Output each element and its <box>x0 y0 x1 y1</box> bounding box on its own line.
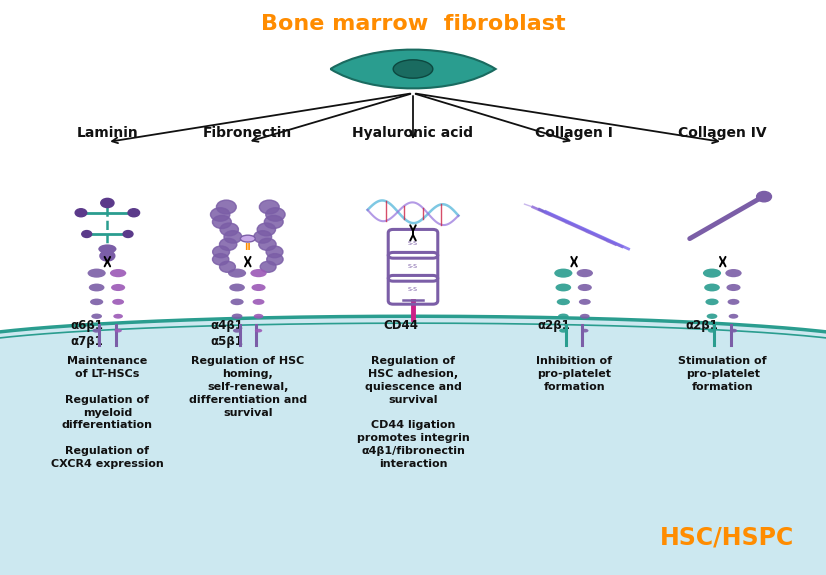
Ellipse shape <box>582 329 588 332</box>
Circle shape <box>254 231 272 243</box>
Circle shape <box>257 223 276 236</box>
Circle shape <box>266 246 283 258</box>
Ellipse shape <box>254 329 263 332</box>
Ellipse shape <box>88 269 106 278</box>
Text: Fibronectin: Fibronectin <box>203 126 292 140</box>
Ellipse shape <box>111 284 126 291</box>
Ellipse shape <box>705 298 719 305</box>
Circle shape <box>220 223 239 236</box>
Circle shape <box>266 208 285 221</box>
PathPatch shape <box>330 49 496 89</box>
Circle shape <box>224 231 242 243</box>
Ellipse shape <box>112 299 124 305</box>
Ellipse shape <box>230 298 244 305</box>
Ellipse shape <box>251 284 266 291</box>
Ellipse shape <box>729 314 738 319</box>
Ellipse shape <box>114 329 122 332</box>
Text: Collagen I: Collagen I <box>535 126 613 140</box>
Ellipse shape <box>229 283 244 292</box>
Ellipse shape <box>577 269 593 277</box>
Text: Collagen IV: Collagen IV <box>678 126 767 140</box>
Text: α4β1
α5β1: α4β1 α5β1 <box>211 319 244 348</box>
Text: α6β1
α7β1: α6β1 α7β1 <box>70 319 103 348</box>
Ellipse shape <box>254 314 263 319</box>
Text: Inhibition of
pro-platelet
formation: Inhibition of pro-platelet formation <box>536 356 612 392</box>
Ellipse shape <box>240 235 255 242</box>
Circle shape <box>212 246 230 258</box>
Circle shape <box>123 231 133 237</box>
Text: Stimulation of
pro-platelet
formation: Stimulation of pro-platelet formation <box>678 356 767 392</box>
Ellipse shape <box>728 299 739 305</box>
Text: Laminin: Laminin <box>77 126 138 140</box>
Text: Hyaluronic acid: Hyaluronic acid <box>353 126 473 140</box>
Circle shape <box>259 200 279 214</box>
Ellipse shape <box>98 244 116 254</box>
Ellipse shape <box>92 313 102 319</box>
Ellipse shape <box>558 313 569 319</box>
Text: HSC/HSPC: HSC/HSPC <box>660 525 794 549</box>
Ellipse shape <box>557 298 570 305</box>
Ellipse shape <box>93 328 101 333</box>
Circle shape <box>75 209 87 217</box>
Ellipse shape <box>89 283 104 292</box>
Ellipse shape <box>556 283 572 292</box>
Ellipse shape <box>704 283 719 292</box>
Circle shape <box>212 216 231 228</box>
Ellipse shape <box>579 299 591 305</box>
Circle shape <box>757 191 771 202</box>
Ellipse shape <box>250 269 267 277</box>
Circle shape <box>101 198 114 208</box>
Text: Regulation of
HSC adhesion,
quiescence and
survival

CD44 ligation
promotes inte: Regulation of HSC adhesion, quiescence a… <box>357 356 469 469</box>
Text: S-S: S-S <box>408 242 418 246</box>
Circle shape <box>216 200 236 214</box>
Text: α2β1: α2β1 <box>686 319 719 332</box>
Ellipse shape <box>110 269 126 277</box>
Circle shape <box>220 261 235 273</box>
Circle shape <box>220 238 237 251</box>
Circle shape <box>264 216 283 228</box>
Text: CD44: CD44 <box>383 319 418 332</box>
Circle shape <box>128 209 140 217</box>
Circle shape <box>211 208 230 221</box>
Ellipse shape <box>393 60 433 78</box>
Circle shape <box>260 261 276 273</box>
Text: Maintenance
of LT-HSCs

Regulation of
myeloid
differentiation

Regulation of
CXC: Maintenance of LT-HSCs Regulation of mye… <box>51 356 164 469</box>
Text: α2β1: α2β1 <box>537 319 570 332</box>
Ellipse shape <box>253 299 264 305</box>
Circle shape <box>259 238 276 251</box>
Circle shape <box>82 231 92 237</box>
Ellipse shape <box>730 329 738 332</box>
Ellipse shape <box>708 328 716 333</box>
Ellipse shape <box>90 298 103 305</box>
Ellipse shape <box>559 328 567 333</box>
Text: II: II <box>244 243 251 252</box>
Ellipse shape <box>228 269 246 278</box>
Text: Regulation of HSC
homing,
self-renewal,
differentiation and
survival: Regulation of HSC homing, self-renewal, … <box>188 356 307 417</box>
Circle shape <box>212 254 229 265</box>
Ellipse shape <box>577 284 592 291</box>
Text: S-S: S-S <box>408 264 418 269</box>
Circle shape <box>267 254 283 265</box>
Text: Bone marrow  fibroblast: Bone marrow fibroblast <box>261 14 565 34</box>
Text: S-S: S-S <box>408 288 418 292</box>
Ellipse shape <box>231 313 243 319</box>
Ellipse shape <box>580 314 590 319</box>
Ellipse shape <box>726 284 741 291</box>
Ellipse shape <box>554 269 572 278</box>
Polygon shape <box>0 316 826 575</box>
Ellipse shape <box>725 269 742 277</box>
Circle shape <box>100 251 115 261</box>
Ellipse shape <box>113 314 123 319</box>
Ellipse shape <box>706 313 717 319</box>
Ellipse shape <box>233 328 241 333</box>
Ellipse shape <box>703 269 721 278</box>
